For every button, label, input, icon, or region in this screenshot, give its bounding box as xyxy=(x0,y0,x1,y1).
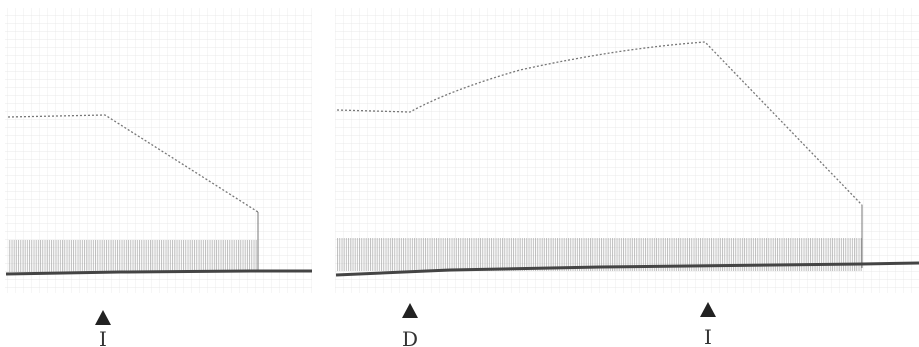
panel-left: I xyxy=(5,8,312,347)
hatching xyxy=(8,240,258,272)
marker-triangle xyxy=(402,303,418,318)
page: I D I (() => { const data = JSON.parse(d… xyxy=(0,0,919,347)
panel-right: D I xyxy=(335,8,919,347)
marker-label: I xyxy=(704,325,712,347)
marker-label: I xyxy=(99,327,107,347)
figure: I D I xyxy=(0,0,919,347)
marker-triangle xyxy=(95,310,111,325)
marker-triangle xyxy=(700,302,716,317)
marker-label: D xyxy=(402,327,418,347)
